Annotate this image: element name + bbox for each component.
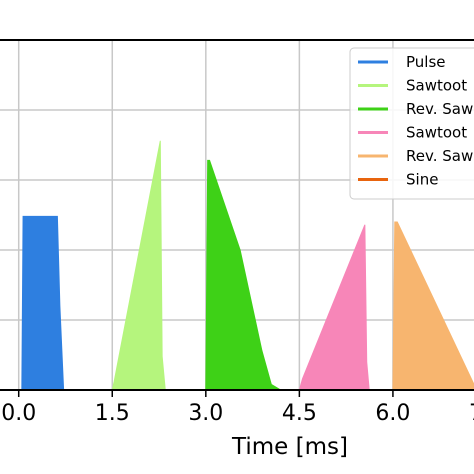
legend-label: Pulse <box>406 53 446 71</box>
x-tick-label: 4.5 <box>282 401 317 426</box>
legend-label: Rev. Saw <box>406 100 473 118</box>
plot-area <box>21 140 474 391</box>
legend-label: Rev. Saw <box>406 147 473 165</box>
x-tick-label: 3.0 <box>188 401 223 426</box>
series-area-1 <box>111 140 166 391</box>
x-tick-label: 1.5 <box>95 401 130 426</box>
series-area-2 <box>205 159 283 391</box>
x-axis-label: Time [ms] <box>231 434 348 460</box>
axes: 0.0 1.5 3.0 4.5 6.0 7.5 <box>0 39 474 426</box>
legend-label: Sawtoot <box>406 77 467 95</box>
legend-label: Sine <box>406 171 438 189</box>
series-area-4 <box>392 221 474 391</box>
legend-label: Sawtoot <box>406 124 467 142</box>
x-tick-label: 0.0 <box>1 401 36 426</box>
x-tick-label: 6.0 <box>375 401 410 426</box>
x-tick-label: 7.5 <box>469 401 474 426</box>
legend: Pulse Sawtoot Rev. Saw Sawtoot Rev. Saw Sine <box>349 47 474 200</box>
